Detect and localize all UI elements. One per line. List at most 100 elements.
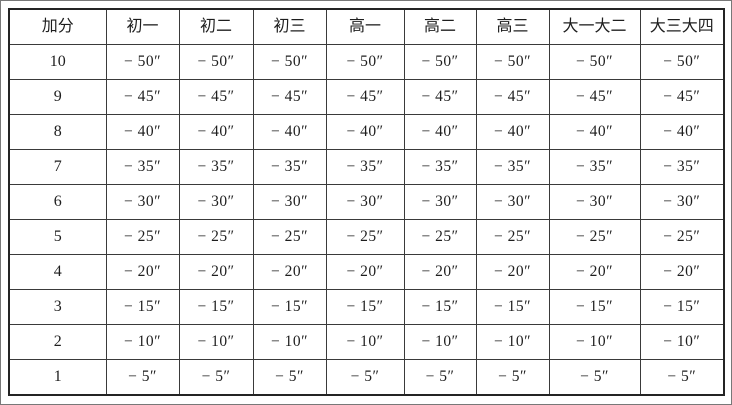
time-cell: − 45″ — [178, 79, 254, 115]
table-row: 5− 25″ − 25″ − 25″ − 25″ − 25″ − 25″ − 25″ − 25… — [8, 219, 725, 255]
time-cell: − 30″ — [105, 184, 180, 220]
time-cell: − 25″ — [252, 219, 327, 255]
time-cell: − 50″ — [548, 44, 641, 80]
time-cell: − 40″ — [403, 114, 477, 150]
time-cell: − 40″ — [105, 114, 180, 150]
time-cell: − 25″ — [178, 219, 254, 255]
score-cell: 5 — [8, 219, 107, 255]
time-cell: − 15″ — [105, 289, 180, 325]
time-cell: − 10″ — [325, 324, 405, 360]
time-cell: − 35″ — [475, 149, 550, 185]
time-cell: − 5″ — [548, 359, 641, 396]
time-cell: − 50″ — [325, 44, 405, 80]
score-cell: 6 — [8, 184, 107, 220]
time-cell: − 40″ — [178, 114, 254, 150]
column-header: 大三大四 — [639, 8, 725, 45]
time-cell: − 35″ — [325, 149, 405, 185]
time-cell: − 20″ — [105, 254, 180, 290]
time-cell: − 20″ — [548, 254, 641, 290]
column-header: 大一大二 — [548, 8, 641, 45]
time-cell: − 30″ — [178, 184, 254, 220]
table-body: 10− 50″ − 50″ − 50″ − 50″ − 50″ − 50″ − 50″ − 5… — [8, 44, 725, 396]
time-cell: − 15″ — [548, 289, 641, 325]
time-cell: − 5″ — [252, 359, 327, 396]
time-cell: − 50″ — [475, 44, 550, 80]
score-cell: 1 — [8, 359, 107, 396]
time-cell: − 35″ — [252, 149, 327, 185]
time-cell: − 25″ — [105, 219, 180, 255]
time-cell: − 50″ — [403, 44, 477, 80]
time-cell: − 5″ — [475, 359, 550, 396]
time-cell: − 20″ — [403, 254, 477, 290]
time-cell: − 45″ — [639, 79, 725, 115]
time-cell: − 50″ — [105, 44, 180, 80]
bonus-deduction-table: 加分 初一 初二 初三 高一 高二 高三 大一大二 大三大四 10− 50″ − 50″ − 50″… — [8, 8, 725, 396]
table-container: 加分 初一 初二 初三 高一 高二 高三 大一大二 大三大四 10− 50″ − 50″ − 50″… — [8, 8, 725, 396]
time-cell: − 30″ — [548, 184, 641, 220]
column-header: 初三 — [252, 8, 327, 45]
time-cell: − 30″ — [403, 184, 477, 220]
corner-header: 加分 — [8, 8, 107, 45]
time-cell: − 25″ — [639, 219, 725, 255]
time-cell: − 30″ — [325, 184, 405, 220]
time-cell: − 40″ — [475, 114, 550, 150]
time-cell: − 45″ — [252, 79, 327, 115]
time-cell: − 10″ — [639, 324, 725, 360]
time-cell: − 15″ — [178, 289, 254, 325]
time-cell: − 25″ — [403, 219, 477, 255]
table-row: 3− 15″ − 15″ − 15″ − 15″ − 15″ − 15″ − 15″ − 15… — [8, 289, 725, 325]
time-cell: − 45″ — [105, 79, 180, 115]
score-cell: 4 — [8, 254, 107, 290]
time-cell: − 50″ — [639, 44, 725, 80]
time-cell: − 15″ — [325, 289, 405, 325]
time-cell: − 5″ — [325, 359, 405, 396]
time-cell: − 5″ — [403, 359, 477, 396]
column-header: 高二 — [403, 8, 477, 45]
table-row: 7− 35″ − 35″ − 35″ − 35″ − 35″ − 35″ − 35″ − 35… — [8, 149, 725, 185]
time-cell: − 25″ — [548, 219, 641, 255]
table-row: 4− 20″ − 20″ − 20″ − 20″ − 20″ − 20″ − 20″ − 20… — [8, 254, 725, 290]
time-cell: − 50″ — [252, 44, 327, 80]
time-cell: − 45″ — [325, 79, 405, 115]
time-cell: − 10″ — [475, 324, 550, 360]
time-cell: − 25″ — [325, 219, 405, 255]
time-cell: − 15″ — [403, 289, 477, 325]
time-cell: − 30″ — [252, 184, 327, 220]
time-cell: − 20″ — [252, 254, 327, 290]
time-cell: − 45″ — [403, 79, 477, 115]
time-cell: − 45″ — [548, 79, 641, 115]
table-row: 9− 45″ − 45″ − 45″ − 45″ − 45″ − 45″ − 45″ − 45… — [8, 79, 725, 115]
score-cell: 3 — [8, 289, 107, 325]
time-cell: − 15″ — [475, 289, 550, 325]
table-row: 1− 5″ − 5″ − 5″ − 5″ − 5″ − 5″ − 5″ − 5″ — [8, 359, 725, 396]
time-cell: − 20″ — [325, 254, 405, 290]
column-header: 初二 — [178, 8, 254, 45]
time-cell: − 35″ — [178, 149, 254, 185]
time-cell: − 40″ — [548, 114, 641, 150]
time-cell: − 40″ — [639, 114, 725, 150]
time-cell: − 5″ — [105, 359, 180, 396]
time-cell: − 20″ — [639, 254, 725, 290]
time-cell: − 35″ — [548, 149, 641, 185]
time-cell: − 5″ — [178, 359, 254, 396]
score-cell: 10 — [8, 44, 107, 80]
time-cell: − 10″ — [403, 324, 477, 360]
time-cell: − 35″ — [105, 149, 180, 185]
time-cell: − 40″ — [325, 114, 405, 150]
table-row: 6− 30″ − 30″ − 30″ − 30″ − 30″ − 30″ − 30″ − 30… — [8, 184, 725, 220]
time-cell: − 20″ — [178, 254, 254, 290]
time-cell: − 10″ — [252, 324, 327, 360]
table-row: 10− 50″ − 50″ − 50″ − 50″ − 50″ − 50″ − 50″ − 5… — [8, 44, 725, 80]
score-cell: 8 — [8, 114, 107, 150]
time-cell: − 40″ — [252, 114, 327, 150]
column-header: 高三 — [475, 8, 550, 45]
header-row: 加分 初一 初二 初三 高一 高二 高三 大一大二 大三大四 — [8, 8, 725, 45]
time-cell: − 10″ — [105, 324, 180, 360]
time-cell: − 5″ — [639, 359, 725, 396]
time-cell: − 10″ — [178, 324, 254, 360]
column-header: 初一 — [105, 8, 180, 45]
time-cell: − 15″ — [252, 289, 327, 325]
time-cell: − 35″ — [639, 149, 725, 185]
table-row: 2− 10″ − 10″ − 10″ − 10″ − 10″ − 10″ − 10″ − 10… — [8, 324, 725, 360]
